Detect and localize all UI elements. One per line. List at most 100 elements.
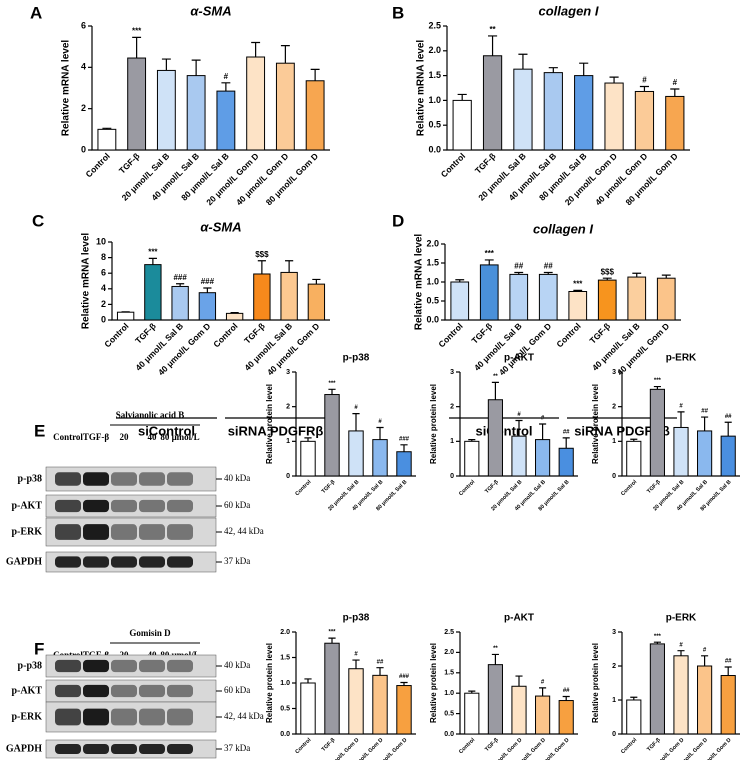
x-tick-label: 40 μmol/L Gom D xyxy=(497,321,553,377)
bar xyxy=(511,685,527,735)
size-label: 37 kDa xyxy=(224,556,250,566)
y-tick-label: 0 xyxy=(612,473,616,480)
blot-band xyxy=(55,708,81,726)
y-axis-label: Relative protein level xyxy=(591,384,600,464)
error-bar xyxy=(548,67,558,73)
significance: # xyxy=(541,679,545,685)
error-bar xyxy=(653,641,661,644)
y-tick-label: 2.0 xyxy=(444,649,454,656)
significance: # xyxy=(354,652,358,658)
significance: ## xyxy=(514,262,523,271)
row-label: GAPDH xyxy=(6,743,42,754)
blot-band xyxy=(55,743,81,755)
bar xyxy=(697,430,713,477)
error-bar xyxy=(221,82,231,92)
error-bar xyxy=(514,271,524,275)
significance: ### xyxy=(399,436,410,442)
y-tick-label: 1.5 xyxy=(426,257,439,267)
significance: *** xyxy=(654,378,662,384)
row-label: p-p38 xyxy=(18,660,42,671)
y-tick-label: 0 xyxy=(450,473,454,480)
significance: ### xyxy=(201,277,215,286)
error-bar xyxy=(230,311,239,314)
x-tick-label: Control xyxy=(102,321,130,349)
bar xyxy=(305,80,325,151)
row-label: p-AKT xyxy=(11,685,42,696)
chart-title: p-AKT xyxy=(504,613,534,624)
blot-band xyxy=(167,743,193,755)
x-tick-label: TGF-β xyxy=(469,321,494,346)
significance: ## xyxy=(563,429,570,435)
significance: *** xyxy=(485,249,495,258)
error-bar xyxy=(328,637,336,644)
blot-band xyxy=(55,556,81,568)
bar xyxy=(673,655,689,735)
bar xyxy=(513,68,533,151)
chart-title: p-p38 xyxy=(343,613,370,624)
lane-label: TGF-β xyxy=(83,432,109,442)
bar xyxy=(246,56,266,151)
blot-band xyxy=(55,499,81,513)
bar xyxy=(324,642,340,735)
bar xyxy=(697,665,713,735)
error-bar xyxy=(328,388,336,395)
blot-band xyxy=(55,472,81,486)
bar xyxy=(665,95,685,151)
significance: *** xyxy=(573,279,583,288)
y-tick-label: 0.0 xyxy=(428,144,441,154)
size-label: 37 kDa xyxy=(224,743,250,753)
blot-band xyxy=(139,556,165,568)
chart-title: p-p38 xyxy=(343,353,370,364)
lane-label: 40 xyxy=(148,432,158,442)
blot-header: Salvianolic acid B xyxy=(116,410,185,420)
error-bar xyxy=(539,423,547,440)
blot-band xyxy=(111,499,137,513)
y-tick-label: 0.5 xyxy=(426,295,439,305)
bar xyxy=(535,439,551,477)
bar xyxy=(300,682,316,735)
y-tick-label: 3 xyxy=(450,369,454,376)
lane-label: 20 xyxy=(120,432,130,442)
y-tick-label: 0.0 xyxy=(280,731,290,738)
chart-title: collagen I xyxy=(533,221,593,236)
x-tick-label: Control xyxy=(554,321,582,349)
bar xyxy=(626,699,642,735)
blot-band xyxy=(83,659,109,673)
blot-band xyxy=(83,472,109,486)
x-tick-label: TGF-β xyxy=(484,479,500,495)
error-bar xyxy=(280,45,290,64)
blot-band xyxy=(167,708,193,726)
y-tick-label: 2 xyxy=(286,404,290,411)
bar xyxy=(275,62,295,151)
x-tick-label: 40 μmol/L Sal B xyxy=(133,321,185,373)
x-tick-label: Control xyxy=(294,737,312,755)
y-tick-label: 1 xyxy=(286,438,290,445)
row-label: p-ERK xyxy=(11,526,42,537)
group-label: siRNA PDGFRβ xyxy=(228,423,324,438)
x-tick-label: Control xyxy=(620,737,638,755)
significance: ## xyxy=(725,659,732,665)
blot-band xyxy=(139,524,165,540)
y-tick-label: 0.0 xyxy=(426,314,439,324)
bar xyxy=(171,285,189,321)
x-tick-label: 20 μmol/L Gom D xyxy=(204,151,260,207)
bar xyxy=(396,451,412,477)
error-bar xyxy=(661,274,671,279)
significance: # xyxy=(673,78,678,87)
x-tick-label: TGF-β xyxy=(133,321,158,346)
y-tick-label: 6 xyxy=(81,20,86,30)
bar xyxy=(186,75,206,151)
significance: ** xyxy=(493,374,498,380)
bar xyxy=(116,311,135,321)
bar xyxy=(348,430,364,477)
chart-title: α-SMA xyxy=(200,219,241,234)
y-tick-label: 0 xyxy=(612,731,616,738)
blot-band xyxy=(83,556,109,568)
panel-letter: F xyxy=(34,639,44,658)
blot-band xyxy=(111,659,137,673)
bar xyxy=(97,128,117,151)
bar xyxy=(450,281,470,321)
blot-band xyxy=(167,472,193,486)
error-bar xyxy=(488,35,498,56)
